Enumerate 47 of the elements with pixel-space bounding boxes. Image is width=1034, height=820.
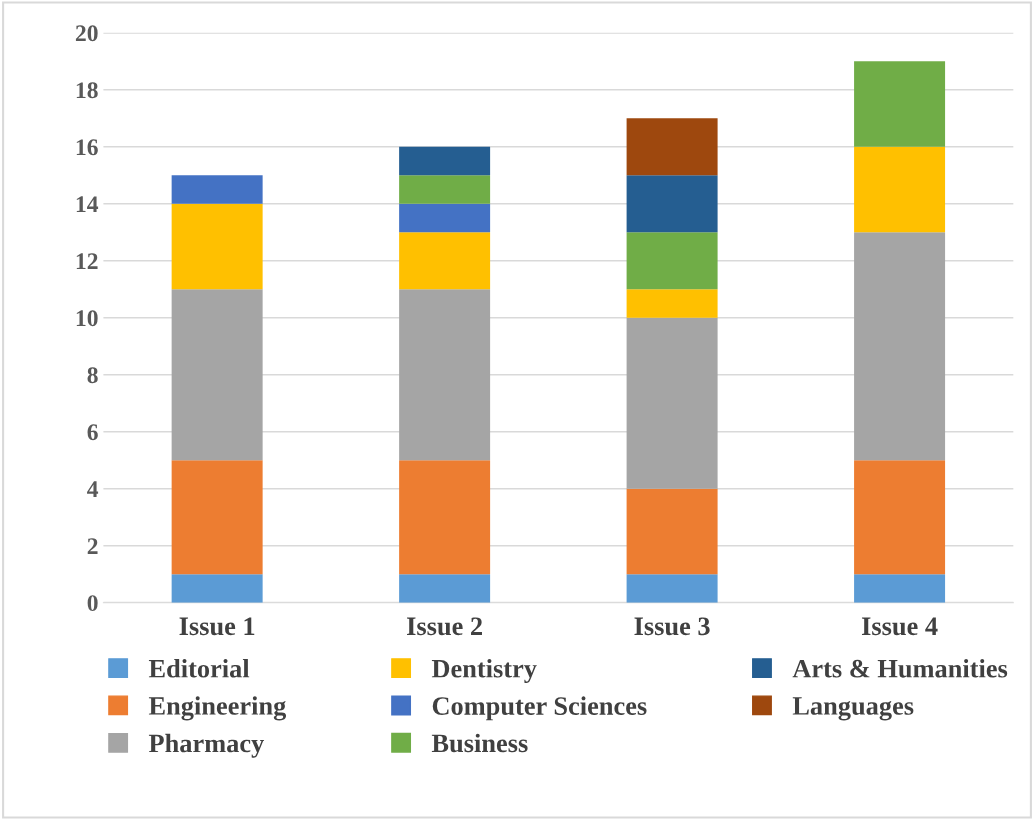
bar (854, 574, 946, 603)
bar (854, 460, 946, 575)
bar (626, 175, 718, 233)
bar (399, 146, 491, 176)
bar (626, 118, 718, 176)
bar (399, 460, 491, 575)
x-tick-label: Issue 1 (179, 617, 255, 636)
bar (399, 289, 491, 461)
y-tick-label: 4 (87, 481, 99, 497)
bar (854, 61, 946, 147)
y-tick-label: 16 (76, 139, 98, 156)
bar (626, 289, 718, 318)
bar (626, 317, 718, 489)
y-tick-label: 14 (76, 196, 99, 212)
legend-label: Pharmacy (148, 733, 265, 758)
y-tick-label: 8 (87, 367, 98, 384)
legend-label: Engineering (148, 696, 287, 721)
bar (626, 232, 718, 290)
bar (626, 488, 718, 575)
y-tick-label: 12 (76, 253, 98, 269)
legend-label: Arts & Humanities (792, 659, 1008, 678)
bar (854, 232, 946, 461)
bar (399, 232, 491, 290)
y-tick-label: 20 (75, 25, 98, 42)
x-tick-label: Issue 4 (861, 617, 938, 636)
bar (171, 175, 263, 204)
bar (626, 574, 718, 603)
y-tick-label: 2 (87, 538, 98, 554)
y-tick-label: 18 (76, 82, 98, 99)
bar (399, 175, 491, 204)
bar (399, 574, 491, 603)
legend-label: Business (431, 733, 528, 753)
bar (854, 146, 946, 233)
bar (399, 203, 491, 233)
legend-label: Languages (792, 697, 914, 721)
bar (171, 460, 263, 575)
bar (171, 203, 263, 290)
bar (171, 289, 263, 461)
legend-label: Editorial (148, 659, 250, 678)
bar (171, 574, 263, 603)
y-tick-label: 0 (87, 595, 98, 612)
y-tick-label: 10 (76, 310, 98, 327)
legend-label: Computer Sciences (432, 696, 647, 721)
x-tick-label: Issue 2 (407, 617, 482, 636)
x-tick-label: Issue 3 (634, 617, 710, 636)
y-tick-label: 6 (87, 424, 98, 441)
legend-label: Dentistry (431, 659, 537, 684)
